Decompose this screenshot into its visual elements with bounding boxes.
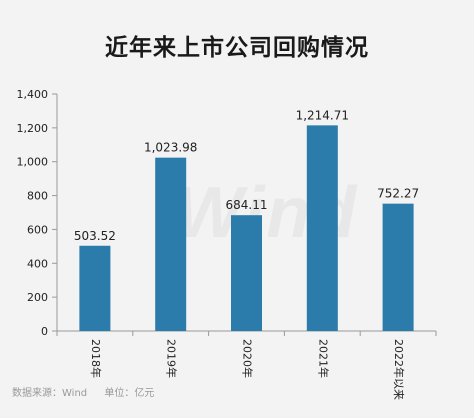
y-tick-label: 400	[27, 257, 48, 270]
y-tick-label: 0	[41, 325, 48, 338]
data-label: 752.27	[377, 187, 419, 201]
y-tick-label: 800	[27, 190, 48, 203]
x-tick-label: 2021年	[316, 339, 330, 378]
chart-footer: 数据来源：Wind 单位：亿元	[12, 384, 168, 399]
bar	[155, 157, 187, 331]
y-tick-label: 1,000	[17, 156, 49, 169]
data-label: 1,214.71	[296, 108, 349, 122]
x-tick-label: 2022年以来	[392, 339, 406, 400]
x-tick-label: 2020年	[241, 339, 255, 378]
unit-note: 单位：亿元	[104, 388, 155, 399]
y-tick-label: 1,200	[17, 122, 49, 135]
data-label: 684.11	[226, 198, 268, 212]
bar	[306, 125, 338, 332]
x-tick-label: 2019年	[165, 339, 179, 378]
y-tick-label: 600	[27, 223, 48, 236]
data-label: 503.52	[74, 229, 116, 243]
bar	[382, 203, 414, 331]
y-tick-label: 1,400	[17, 88, 49, 101]
y-tick-label: 200	[27, 291, 48, 304]
chart-title: 近年来上市公司回购情况	[105, 35, 369, 61]
source-note: 数据来源：Wind	[12, 388, 88, 399]
bar	[231, 215, 262, 331]
data-label: 1,023.98	[144, 141, 197, 155]
x-tick-label: 2018年	[89, 339, 103, 378]
bar	[79, 245, 111, 331]
